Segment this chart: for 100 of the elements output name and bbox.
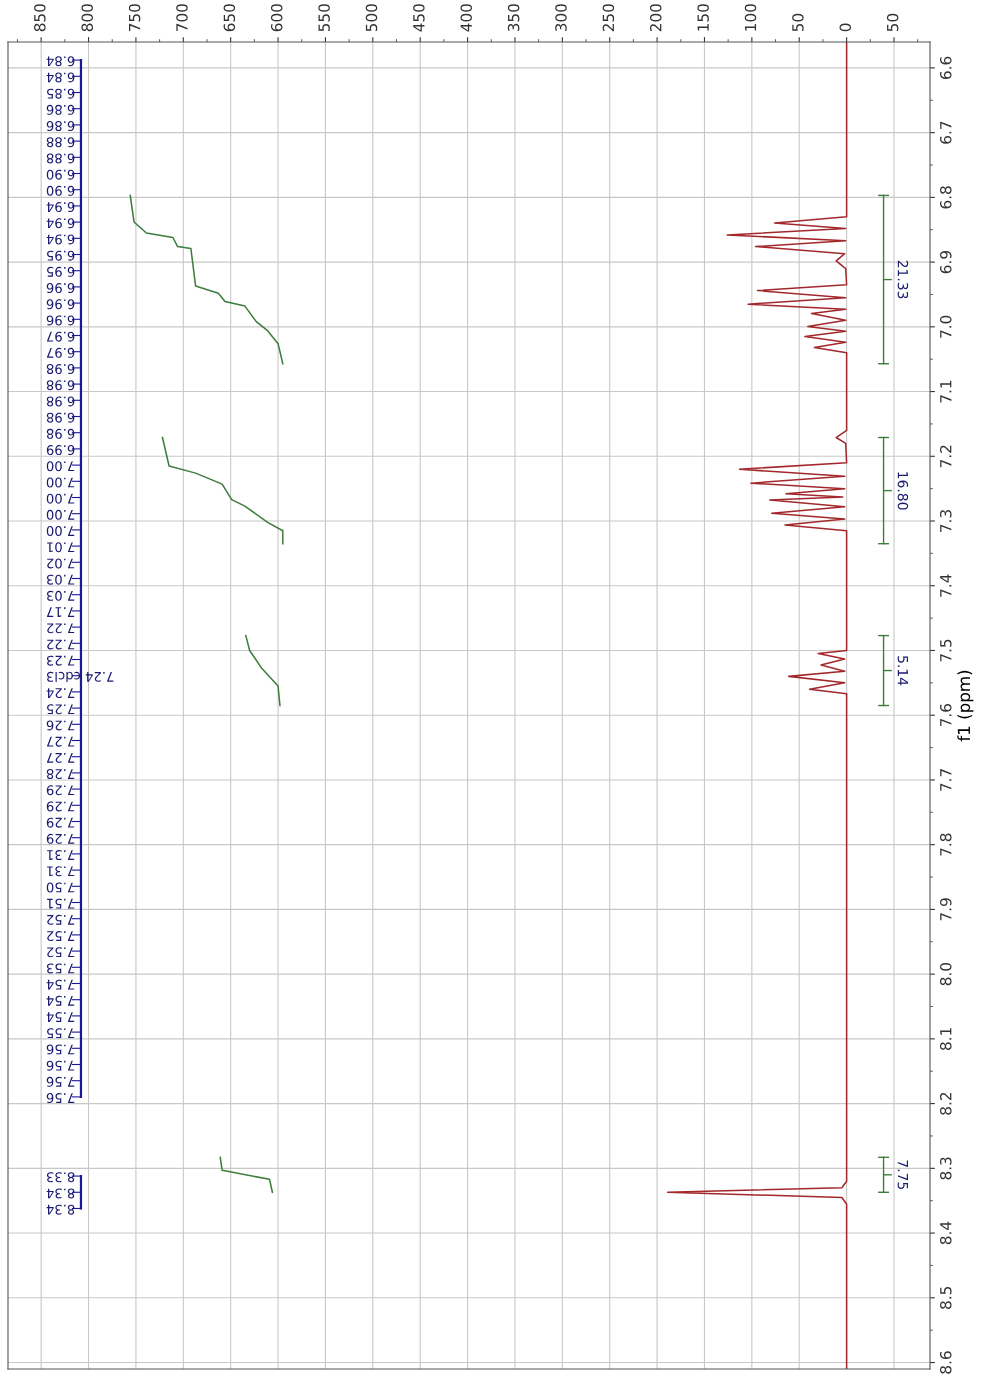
annotation: 7.03 [46, 590, 75, 601]
y-tick-label: 8.1 [939, 1028, 952, 1050]
x-tick-label: 700 [176, 4, 188, 32]
annotation: 7.52 [47, 947, 75, 958]
x-tick-label: 100 [744, 4, 757, 31]
x-tick-label: 50 [792, 13, 804, 32]
annotation: 7.56 [46, 1060, 75, 1071]
annotation: 6.85 [47, 88, 75, 99]
annotation: 5.14 [897, 656, 908, 686]
annotation: 6.90 [46, 169, 75, 180]
annotation: 7.03 [46, 574, 75, 585]
annotation: 6.90 [46, 185, 75, 196]
annotation: 7.27 [47, 753, 75, 763]
annotation: 7.17 [47, 607, 75, 617]
annotation: 7.51 [47, 898, 75, 909]
y-tick-label: 8.5 [939, 1286, 952, 1309]
annotation: 6.88 [46, 137, 75, 148]
annotation: 7.53 [46, 963, 75, 974]
y-tick-label: 8.4 [939, 1221, 952, 1245]
annotation: 6.86 [46, 104, 75, 115]
y-tick-label: 6.6 [939, 56, 952, 79]
annotation: 6.84 [46, 72, 75, 83]
y-tick-label: 7.0 [939, 315, 952, 338]
y-tick-label: 6.9 [939, 251, 952, 274]
annotation: 7.31 [47, 850, 75, 861]
x-tick-label: 0 [839, 23, 852, 32]
annotation: 7.24 [46, 688, 75, 699]
x-tick-label: 400 [460, 4, 473, 32]
annotation: 7.29 [46, 801, 75, 812]
x-tick-label: 500 [365, 4, 378, 32]
annotation: 7.00 [46, 493, 75, 504]
x-tick-label: 350 [507, 4, 520, 32]
annotation: 7.54 [46, 995, 75, 1006]
annotation: 7.52 [47, 914, 75, 925]
annotation: 7.26 [46, 720, 75, 731]
annotation: 7.23 [46, 655, 75, 666]
annotation: 7.02 [47, 558, 75, 569]
annotation: 6.94 [46, 234, 75, 245]
x-tick-label: 200 [649, 4, 662, 32]
annotation: 6.98 [46, 396, 75, 407]
y-tick-label: 8.6 [939, 1351, 952, 1374]
x-tick-label: 550 [318, 4, 330, 32]
annotation: 7.00 [46, 509, 75, 520]
y-tick-label: 6.8 [939, 186, 952, 209]
annotation: 7.56 [46, 1093, 75, 1104]
annotation: 7.24 cdcl3 [46, 671, 114, 683]
annotation: 7.54 [46, 979, 75, 990]
annotation: 7.31 [47, 866, 75, 877]
annotation: 7.00 [46, 526, 75, 537]
annotation: 7.00 [46, 477, 75, 488]
y-tick-label: 8.0 [939, 963, 952, 986]
y-tick-label: 7.3 [939, 510, 952, 532]
annotation: 6.96 [46, 283, 75, 294]
x-tick-label: 250 [602, 4, 615, 32]
annotation: 6.94 [46, 202, 75, 213]
annotation: 6.97 [47, 331, 75, 342]
annotation: 6.96 [46, 315, 75, 326]
annotation: 7.22 [47, 639, 75, 650]
y-tick-label: 7.6 [939, 704, 952, 727]
x-tick-label: 800 [81, 4, 93, 32]
x-tick-label: 600 [270, 4, 283, 32]
x-tick-label: 650 [223, 4, 236, 32]
y-axis-title: f1 (ppm) [957, 670, 974, 742]
annotation: 6.99 [46, 445, 75, 456]
annotation: 6.88 [46, 153, 75, 164]
annotation: 7.55 [47, 1028, 75, 1039]
x-tick-label: 150 [697, 4, 709, 31]
annotation: 7.56 [46, 1076, 75, 1087]
y-tick-label: 7.5 [940, 639, 952, 662]
annotation: 8.34 [46, 1188, 75, 1199]
y-tick-label: 7.4 [940, 574, 952, 597]
annotation: 7.01 [47, 542, 75, 553]
annotation: 6.94 [46, 218, 75, 229]
y-tick-label: 7.2 [939, 445, 952, 468]
annotation: 7.28 [46, 769, 75, 780]
annotation: 6.86 [46, 121, 75, 132]
y-tick-label: 8.3 [939, 1157, 952, 1180]
annotation: 8.33 [46, 1172, 75, 1183]
annotation: 21.33 [897, 260, 909, 299]
annotation: 7.29 [46, 833, 75, 844]
annotation: 7.52 [47, 931, 75, 942]
annotation: 7.00 [46, 461, 75, 472]
y-tick-label: 7.7 [940, 769, 952, 791]
annotation: 6.98 [46, 380, 75, 391]
annotation: 7.22 [47, 623, 75, 634]
x-tick-label: 300 [555, 4, 567, 32]
annotation: 6.96 [46, 299, 75, 310]
annotation: 6.98 [46, 428, 75, 439]
annotation: 7.75 [897, 1160, 908, 1190]
x-tick-label: 850 [34, 4, 46, 32]
y-tick-label: 6.7 [939, 121, 952, 144]
y-tick-label: 7.9 [939, 898, 952, 921]
annotation: 16.80 [897, 472, 909, 510]
annotation: 6.98 [46, 364, 75, 375]
y-tick-label: 8.2 [939, 1092, 952, 1115]
annotation: 7.54 [46, 1012, 75, 1022]
x-tick-label: 750 [128, 4, 141, 32]
annotation: 6.97 [47, 347, 75, 358]
annotation: 6.98 [46, 412, 75, 423]
annotation: 7.29 [46, 817, 75, 828]
